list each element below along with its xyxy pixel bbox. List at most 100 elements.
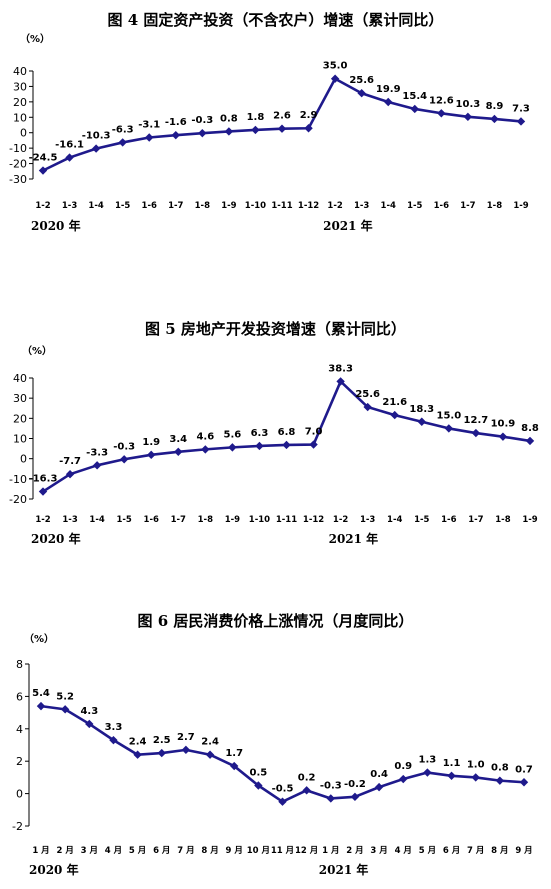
chart-fixed-asset-investment: 图 4 固定资产投资（不含农户）增速（累计同比） （%） 40 30 20 10 0 -10… [0, 0, 551, 290]
data-label: 12.7 [464, 415, 489, 426]
data-label: -16.1 [55, 140, 84, 151]
data-label: 0.9 [394, 761, 412, 772]
x-tick-label: 1 月 [322, 846, 339, 856]
x-tick-label: 1-6 [434, 201, 449, 211]
data-label: 2.5 [153, 735, 171, 746]
chart-title: 图 5 房地产开发投资增速（累计同比） [145, 320, 406, 338]
x-tick-label: 1-3 [360, 515, 375, 525]
x-tick-label: 6 月 [443, 846, 460, 856]
data-label: 25.6 [349, 75, 374, 86]
data-label: 6.8 [278, 427, 296, 438]
data-label: 5.2 [56, 691, 74, 702]
data-label: 0.2 [298, 772, 316, 783]
data-label: 2.7 [177, 732, 195, 743]
data-label: 7.0 [305, 427, 323, 438]
data-point-marker [350, 792, 360, 802]
x-tick-label: 9 月 [226, 846, 243, 856]
y-tick-label: -2 [12, 820, 23, 833]
chart-cpi-svg: （%）8 6 4 2 0 -2 1 月 2 月 3 月 4 月 5 月 6 月 7 月 8 月 9 月 10 … [12, 632, 533, 877]
y-tick-label: 6 [16, 690, 23, 703]
y-unit-label: （%） [24, 632, 54, 645]
data-point-marker [326, 794, 335, 803]
data-point-marker [109, 735, 118, 745]
x-tick-label: 1-9 [221, 201, 236, 211]
x-tick-label: 1-6 [142, 201, 157, 211]
data-label: -1.6 [165, 117, 187, 128]
x-tick-label: 3 月 [370, 846, 387, 856]
data-point-marker [91, 144, 101, 153]
y-tick-label: 2 [16, 755, 23, 768]
data-point-marker [304, 124, 313, 133]
x-tick-label: 1-5 [115, 201, 130, 211]
chart-cpi: 图 6 居民消费价格上涨情况（月度同比） （%） 8 6 4 2 0 -2 1 月 2 月 3 月… [0, 600, 551, 889]
data-label: 4.3 [80, 706, 98, 717]
x-tick-label: 11 月 [271, 846, 294, 856]
data-label: 15.0 [436, 410, 461, 421]
x-tick-label: 1-8 [198, 515, 213, 525]
data-label: -0.3 [320, 780, 342, 791]
data-label: 5.4 [32, 688, 50, 699]
data-label: 2.6 [273, 111, 291, 122]
data-point-marker [519, 778, 529, 787]
data-point-marker [171, 130, 180, 140]
data-label: 2.4 [201, 737, 219, 748]
y-unit-label: （%） [20, 32, 50, 45]
y-tick-label: 0 [20, 127, 27, 140]
chart-title: 图 6 居民消费价格上涨情况（月度同比） [137, 612, 414, 630]
data-label: 1.9 [142, 437, 160, 448]
y-tick-label: 20 [13, 412, 27, 425]
data-point-marker [255, 441, 264, 451]
x-tick-label: 1-6 [144, 515, 159, 525]
data-point-marker [65, 153, 74, 162]
data-point-marker [181, 745, 191, 755]
year-label: 2021 年 [319, 862, 369, 877]
data-label: 1.0 [467, 759, 485, 770]
x-tick-label: 1-4 [88, 201, 103, 211]
data-label: -7.7 [59, 456, 81, 467]
x-tick-label: 1-3 [354, 201, 369, 211]
data-point-marker [157, 748, 166, 758]
data-point-marker [254, 781, 263, 790]
data-label: -24.5 [29, 153, 58, 164]
data-point-marker [38, 487, 48, 496]
x-tick-label: 12 月 [295, 846, 318, 856]
data-point-marker [490, 114, 499, 124]
data-point-marker [384, 97, 393, 107]
x-tick-label: 1-8 [487, 201, 502, 211]
data-label: -16.3 [29, 474, 58, 485]
data-label: -10.3 [82, 131, 111, 142]
data-point-marker [92, 461, 102, 470]
data-point-marker [447, 771, 456, 780]
data-point-marker [145, 133, 154, 142]
data-label: 8.8 [521, 423, 539, 434]
data-label: -0.2 [344, 779, 366, 790]
x-tick-label: 3 月 [81, 846, 98, 856]
y-tick-label: -20 [9, 158, 27, 171]
data-label: 15.4 [402, 91, 427, 102]
data-point-marker [357, 89, 366, 98]
y-tick-label: 0 [20, 453, 27, 466]
data-label: 7.3 [512, 103, 530, 114]
data-label: 1.7 [225, 748, 243, 759]
data-point-marker [205, 750, 215, 759]
data-point-marker [302, 786, 311, 795]
x-tick-label: 1-7 [171, 515, 186, 525]
x-tick-label: 1-2 [333, 515, 348, 525]
data-label: -3.3 [86, 447, 108, 458]
data-point-marker [282, 440, 291, 450]
data-point-marker [437, 109, 446, 118]
data-point-marker [85, 719, 94, 729]
x-tick-label: 1-12 [298, 201, 319, 211]
data-point-marker [444, 424, 454, 433]
chart-real-estate-investment: 图 5 房地产开发投资增速（累计同比） （%） 40 30 20 10 0 -10 -20 1-… [0, 300, 551, 590]
year-label: 2020 年 [31, 218, 81, 233]
data-label: 10.3 [456, 99, 481, 110]
data-label: 10.9 [491, 419, 516, 430]
x-tick-label: 1-4 [381, 201, 396, 211]
year-label: 2021 年 [323, 218, 373, 233]
x-tick-label: 7 月 [177, 846, 194, 856]
data-point-marker [309, 440, 318, 449]
data-label: 1.8 [247, 112, 265, 123]
data-label: 2.9 [300, 110, 318, 121]
x-tick-label: 8 月 [201, 846, 218, 856]
